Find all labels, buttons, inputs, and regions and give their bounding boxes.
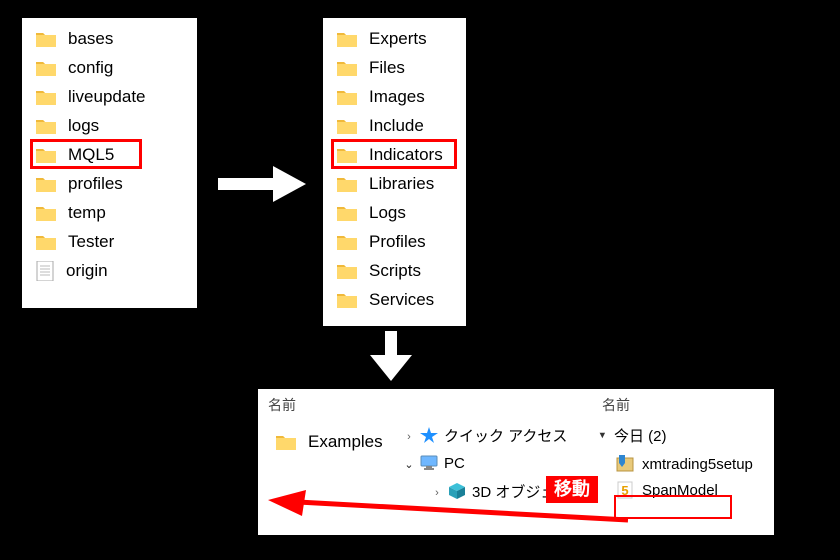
list-item[interactable]: profiles (22, 169, 197, 198)
column-header-name-right: 名前 (592, 389, 774, 417)
list-item-label: Tester (68, 232, 114, 252)
list-item[interactable]: Experts (323, 24, 466, 53)
list-item[interactable]: bases (22, 24, 197, 53)
folder-icon (337, 31, 357, 47)
folder-icon (276, 434, 296, 450)
list-item-label: logs (68, 116, 99, 136)
list-item-label: Include (369, 116, 424, 136)
folder-icon (36, 147, 56, 163)
folder-icon (36, 60, 56, 76)
list-item[interactable]: Services (323, 285, 466, 314)
chevron-down-icon: ⌄ (402, 458, 416, 471)
list-item-label: Profiles (369, 232, 426, 252)
list-item[interactable]: Examples (258, 427, 392, 456)
textfile-icon (36, 261, 54, 281)
move-label: 移動 (546, 476, 598, 503)
panel-data-folder: bases config liveupdate logs MQL5 profiles tem… (22, 18, 197, 308)
column-header-name-left: 名前 (258, 389, 392, 417)
folder-icon (337, 234, 357, 250)
folder-icon (337, 147, 357, 163)
folder-icon (337, 205, 357, 221)
arrow-right-icon (218, 166, 306, 202)
arrow-down-icon (370, 331, 412, 381)
list-item-label: Files (369, 58, 405, 78)
folder-icon (337, 60, 357, 76)
list-item[interactable]: Files (323, 53, 466, 82)
folder-icon (337, 176, 357, 192)
list-item-label: Services (369, 290, 434, 310)
list-item-label: profiles (68, 174, 123, 194)
list-item-label: origin (66, 261, 108, 281)
list-item[interactable]: Tester (22, 227, 197, 256)
folder-icon (36, 118, 56, 134)
nav-tree-item[interactable]: ⌄ PC (392, 449, 592, 477)
folder-icon (337, 263, 357, 279)
list-item[interactable]: config (22, 53, 197, 82)
list-item[interactable]: Libraries (323, 169, 466, 198)
list-item-label: Examples (308, 432, 383, 452)
installer-icon (616, 455, 634, 473)
list-item[interactable]: MQL5 (22, 140, 197, 169)
list-item[interactable]: logs (22, 111, 197, 140)
list-item-label: xmtrading5setup (642, 456, 753, 473)
list-item-label: config (68, 58, 113, 78)
chevron-right-icon: › (402, 431, 416, 443)
group-today[interactable]: ▸ 今日 (2) (592, 423, 774, 447)
list-item[interactable]: temp (22, 198, 197, 227)
panel-mql5-folder: Experts Files Images Include Indicators Libra… (323, 18, 466, 326)
list-item[interactable]: Scripts (323, 256, 466, 285)
list-item-label: bases (68, 29, 113, 49)
list-item[interactable]: Profiles (323, 227, 466, 256)
list-item-label: Indicators (369, 145, 443, 165)
list-item-label: Logs (369, 203, 406, 223)
folder-icon (36, 205, 56, 221)
list-item[interactable]: liveupdate (22, 82, 197, 111)
list-item[interactable]: Indicators (323, 140, 466, 169)
list-item-label: Libraries (369, 174, 434, 194)
pc-icon (420, 455, 438, 471)
star-icon (420, 427, 438, 443)
folder-icon (337, 292, 357, 308)
list-item-label: SpanModel (642, 482, 718, 499)
list-item-label: Images (369, 87, 425, 107)
folder-icon (36, 176, 56, 192)
list-item-label: liveupdate (68, 87, 146, 107)
folder-icon (337, 118, 357, 134)
list-item[interactable]: xmtrading5setup (592, 451, 774, 477)
folder-icon (36, 234, 56, 250)
list-item-label: Scripts (369, 261, 421, 281)
list-item[interactable]: Images (323, 82, 466, 111)
list-item-label: MQL5 (68, 145, 114, 165)
chevron-down-icon: ▸ (597, 428, 610, 442)
group-today-label: 今日 (2) (614, 425, 667, 446)
folder-icon (337, 89, 357, 105)
list-item-label: temp (68, 203, 106, 223)
nav-tree-item[interactable]: › クイック アクセス (392, 421, 592, 449)
nav-item-label: PC (444, 455, 465, 472)
list-item[interactable]: Logs (323, 198, 466, 227)
folder-icon (36, 89, 56, 105)
list-item-label: Experts (369, 29, 427, 49)
list-item[interactable]: Include (323, 111, 466, 140)
nav-item-label: クイック アクセス (444, 425, 567, 446)
folder-icon (36, 31, 56, 47)
list-item[interactable]: origin (22, 256, 197, 285)
